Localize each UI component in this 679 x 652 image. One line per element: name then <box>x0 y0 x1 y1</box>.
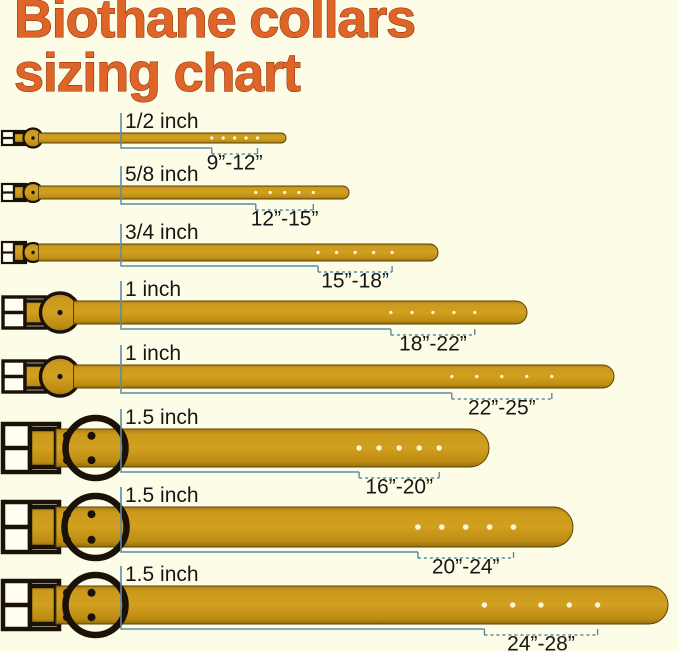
svg-text:12”-15”: 12”-15” <box>251 208 319 231</box>
svg-text:1 inch: 1 inch <box>125 342 181 365</box>
svg-text:24”-28”: 24”-28” <box>507 633 575 652</box>
svg-text:18”-22”: 18”-22” <box>399 333 467 356</box>
svg-text:1/2 inch: 1/2 inch <box>125 110 199 133</box>
svg-text:16”-20”: 16”-20” <box>365 476 433 499</box>
svg-text:20”-24”: 20”-24” <box>432 556 500 579</box>
svg-text:1 inch: 1 inch <box>125 278 181 301</box>
svg-text:3/4 inch: 3/4 inch <box>125 221 199 244</box>
svg-text:15”-18”: 15”-18” <box>321 270 389 293</box>
svg-text:22”-25”: 22”-25” <box>468 397 536 420</box>
svg-text:5/8 inch: 5/8 inch <box>125 163 199 186</box>
svg-text:1.5 inch: 1.5 inch <box>125 563 199 586</box>
svg-text:9”-12”: 9”-12” <box>207 152 263 175</box>
svg-text:1.5 inch: 1.5 inch <box>125 484 199 507</box>
svg-text:1.5 inch: 1.5 inch <box>125 406 199 429</box>
